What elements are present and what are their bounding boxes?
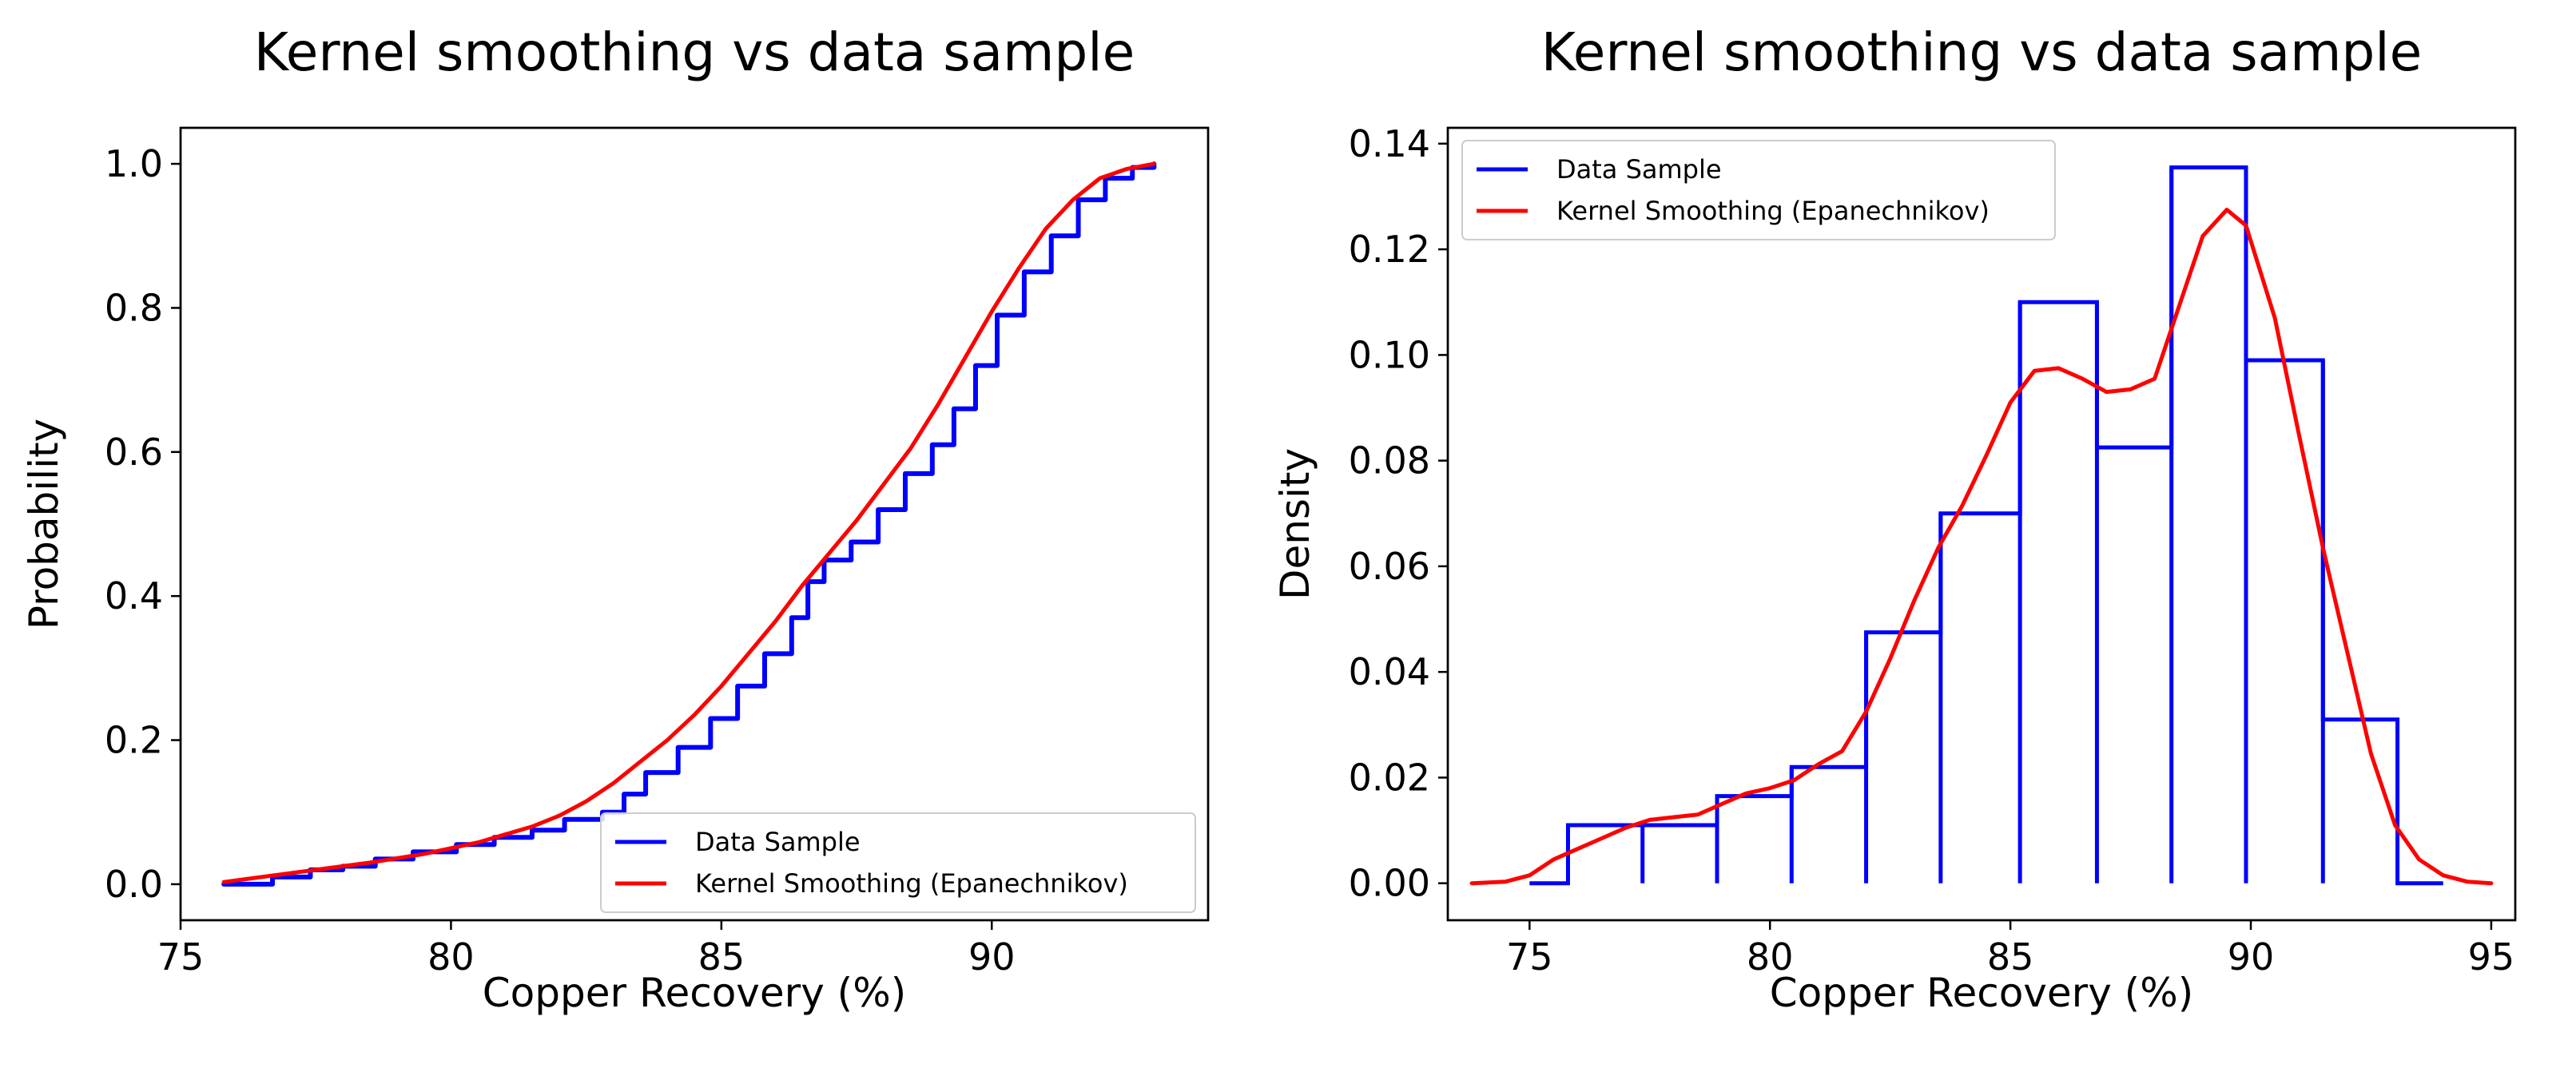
density-y-axis: 0.00 0.02 0.04 0.06 0.08 0.10 0.12 0.14 bbox=[1349, 122, 1448, 905]
density-series-kernel-smoothing-line bbox=[1469, 208, 2494, 886]
cdf-y-axis-label: Probability bbox=[21, 419, 67, 629]
cdf-x-tick-label: 80 bbox=[427, 935, 475, 979]
cdf-y-tick-label: 0.2 bbox=[105, 719, 163, 762]
density-x-axis: 75 80 85 90 95 bbox=[1506, 920, 2514, 979]
density-y-tick-label: 0.08 bbox=[1349, 439, 1430, 482]
cdf-y-axis: 0.0 0.2 0.4 0.6 0.8 1.0 bbox=[105, 142, 181, 906]
density-x-tick-label: 90 bbox=[2228, 935, 2275, 979]
cdf-chart: Kernel smoothing vs data sample 75 80 85 90… bbox=[21, 22, 1210, 1016]
density-legend: Data Sample Kernel Smoothing (Epanechnik… bbox=[1461, 140, 2056, 240]
density-y-tick-label: 0.00 bbox=[1349, 862, 1430, 905]
density-y-tick-label: 0.04 bbox=[1349, 650, 1430, 693]
cdf-x-tick-label: 90 bbox=[968, 935, 1016, 979]
density-x-tick-label: 80 bbox=[1747, 935, 1794, 979]
density-plot-area bbox=[1446, 126, 2517, 922]
cdf-x-axis-label: Copper Recovery (%) bbox=[483, 970, 906, 1016]
density-legend-data-sample-label: Data Sample bbox=[1556, 154, 1722, 185]
cdf-legend-kernel-label: Kernel Smoothing (Epanechnikov) bbox=[695, 868, 1128, 899]
density-y-tick-label: 0.12 bbox=[1349, 228, 1430, 271]
density-plot-frame-top bbox=[1446, 126, 2517, 922]
density-y-tick-label: 0.14 bbox=[1349, 122, 1430, 165]
cdf-y-tick-label: 0.8 bbox=[105, 286, 163, 329]
cdf-legend-box bbox=[600, 812, 1196, 913]
density-legend-kernel-label: Kernel Smoothing (Epanechnikov) bbox=[1556, 196, 1990, 226]
cdf-x-axis: 75 80 85 90 bbox=[157, 920, 1016, 979]
density-legend-box bbox=[1461, 140, 2056, 240]
cdf-plot-frame-top bbox=[179, 126, 1210, 922]
density-x-tick-label: 95 bbox=[2468, 935, 2515, 979]
cdf-x-tick-label: 85 bbox=[698, 935, 745, 979]
density-x-tick-label: 75 bbox=[1506, 935, 1553, 979]
cdf-y-tick-label: 0.0 bbox=[105, 863, 163, 906]
density-x-tick-label: 85 bbox=[1987, 935, 2034, 979]
cdf-y-tick-label: 0.6 bbox=[105, 431, 163, 474]
density-y-tick-label: 0.06 bbox=[1349, 545, 1430, 588]
cdf-y-tick-label: 0.4 bbox=[105, 574, 163, 617]
cdf-legend-data-sample-label: Data Sample bbox=[695, 827, 861, 857]
cdf-y-tick-label: 1.0 bbox=[105, 142, 163, 185]
density-y-tick-label: 0.10 bbox=[1349, 333, 1430, 376]
cdf-series-kernel-smoothing-line bbox=[221, 161, 1156, 884]
cdf-plot-area bbox=[179, 126, 1210, 922]
density-y-axis-label: Density bbox=[1272, 448, 1318, 600]
density-chart-title: Kernel smoothing vs data sample bbox=[1541, 22, 2423, 83]
density-chart: Kernel smoothing vs data sample 75 80 85 90… bbox=[1272, 22, 2517, 1016]
density-y-tick-label: 0.02 bbox=[1349, 756, 1430, 799]
density-x-axis-label: Copper Recovery (%) bbox=[1770, 970, 2193, 1016]
cdf-chart-title: Kernel smoothing vs data sample bbox=[254, 22, 1135, 83]
cdf-x-tick-label: 75 bbox=[157, 935, 205, 979]
cdf-legend: Data Sample Kernel Smoothing (Epanechnik… bbox=[600, 812, 1196, 913]
